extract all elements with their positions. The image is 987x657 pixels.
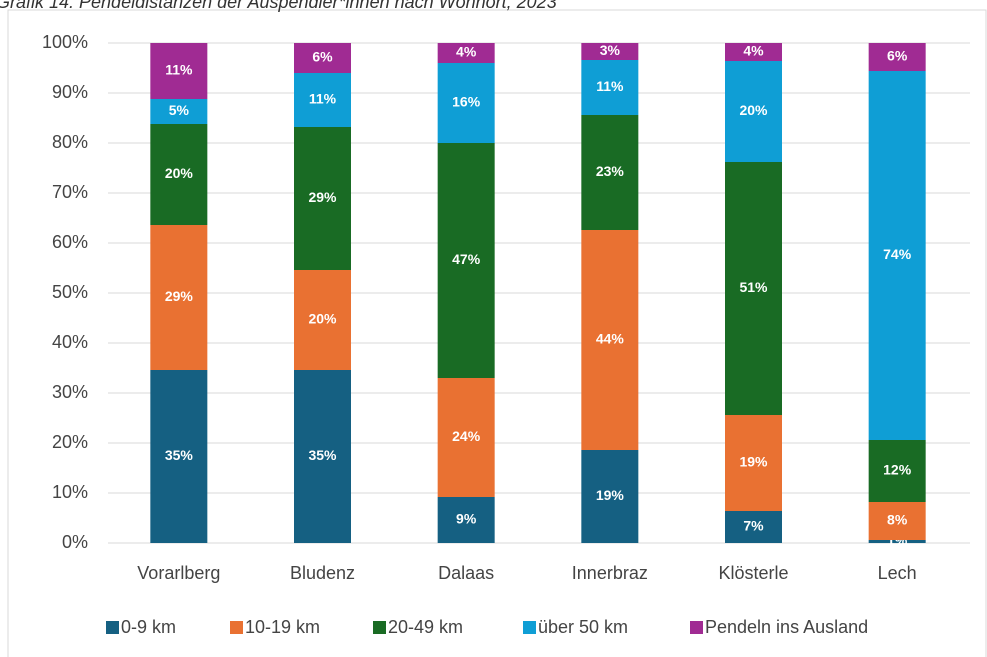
data-label: 4% (456, 44, 477, 60)
bar-segment (294, 270, 351, 370)
data-label: 20% (308, 311, 337, 327)
bar-segment (868, 502, 926, 540)
data-label: 24% (452, 428, 481, 444)
x-tick-label: Dalaas (438, 563, 494, 583)
data-label: 6% (887, 48, 908, 64)
legend-swatch (106, 621, 119, 634)
data-label: 4% (743, 43, 764, 59)
legend-label: 0-9 km (121, 617, 176, 637)
bar-segment (150, 99, 208, 124)
bar-segment (725, 162, 782, 415)
legend-swatch (523, 621, 536, 634)
y-tick-label: 0% (62, 532, 88, 552)
legend-label: 10-19 km (245, 617, 320, 637)
data-label: 5% (169, 102, 190, 118)
bar-segment (437, 378, 495, 497)
bar-segment (868, 71, 926, 440)
bar-segment (868, 440, 926, 502)
bar-segment (294, 370, 351, 543)
data-label: 51% (739, 279, 768, 295)
bar-segment (150, 225, 208, 370)
bar-segment (581, 60, 639, 115)
y-tick-label: 70% (52, 182, 88, 202)
data-label: 19% (596, 487, 625, 503)
legend-label: 20-49 km (388, 617, 463, 637)
bar-segment (581, 230, 639, 450)
data-label: 47% (452, 251, 481, 267)
data-label: 44% (596, 331, 625, 347)
chart-frame (7, 9, 987, 657)
bar-segment (868, 540, 926, 543)
data-label: 6% (312, 49, 333, 65)
data-label: 3% (600, 42, 621, 58)
bar-segment (437, 43, 495, 63)
legend-swatch (230, 621, 243, 634)
bar-segment (294, 73, 351, 127)
bar-segment (150, 124, 208, 225)
bar-segment (581, 450, 639, 543)
legend-label: über 50 km (538, 617, 628, 637)
bar-segment (868, 43, 926, 71)
x-tick-label: Klösterle (718, 563, 788, 583)
bar-segment (725, 43, 782, 61)
y-tick-label: 60% (52, 232, 88, 252)
legend-swatch (690, 621, 703, 634)
data-label: 8% (887, 512, 908, 528)
bar-segment (150, 43, 208, 99)
y-tick-label: 20% (52, 432, 88, 452)
x-tick-label: Innerbraz (572, 563, 648, 583)
y-tick-label: 80% (52, 132, 88, 152)
y-tick-label: 100% (42, 32, 88, 52)
data-label: 29% (165, 288, 194, 304)
bar-segment (437, 143, 495, 378)
legend-swatch (373, 621, 386, 634)
data-label: 29% (308, 189, 337, 205)
data-label: 20% (165, 165, 194, 181)
bar-segment (581, 43, 639, 60)
y-tick-label: 90% (52, 82, 88, 102)
y-tick-label: 40% (52, 332, 88, 352)
bar-segment (725, 415, 782, 511)
y-tick-label: 10% (52, 482, 88, 502)
bar-segment (725, 61, 782, 162)
bar-segment (150, 370, 208, 543)
bar-segment (294, 43, 351, 73)
chart-title: Grafik 14: Pendeldistanzen der Auspendle… (0, 0, 557, 12)
y-tick-label: 50% (52, 282, 88, 302)
data-label: 11% (309, 91, 337, 107)
data-label: 35% (165, 447, 194, 463)
data-label: 74% (883, 246, 912, 262)
data-label: 35% (308, 447, 337, 463)
y-tick-label: 30% (52, 382, 88, 402)
bar-segment (294, 127, 351, 270)
bar-segment (725, 511, 782, 543)
x-tick-label: Vorarlberg (137, 563, 220, 583)
data-label: 12% (883, 462, 912, 478)
data-label: 11% (596, 78, 624, 94)
data-label: 20% (739, 102, 768, 118)
data-label: 19% (739, 454, 768, 470)
data-label: 11% (165, 62, 193, 78)
bar-segment (437, 497, 495, 543)
data-label: 16% (452, 94, 481, 110)
bar-segment (581, 115, 639, 230)
data-label: 9% (456, 511, 477, 527)
x-tick-label: Lech (878, 563, 917, 583)
data-label: 23% (596, 163, 625, 179)
data-label: 7% (743, 518, 764, 534)
legend-label: Pendeln ins Ausland (705, 617, 868, 637)
bar-segment (437, 63, 495, 143)
x-tick-label: Bludenz (290, 563, 355, 583)
